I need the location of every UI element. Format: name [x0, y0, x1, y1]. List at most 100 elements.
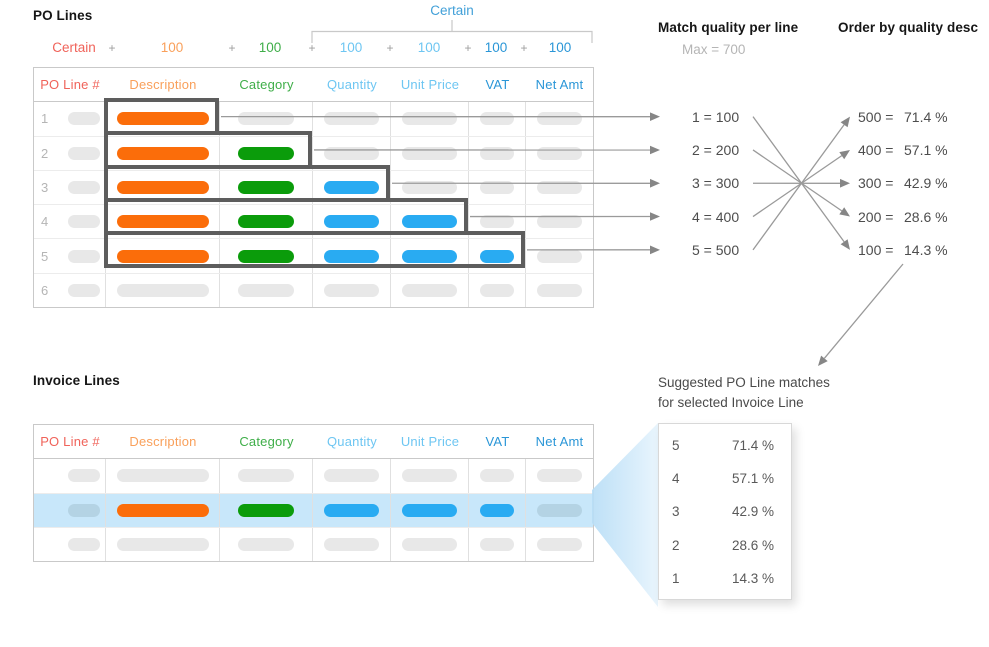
po-row-number: 2: [41, 145, 49, 161]
unit-price-pill-gray: [402, 146, 457, 160]
table-header-row: PO Line # Description Category Quantity Unit…: [34, 68, 593, 103]
table-cell-quantity: [313, 273, 391, 308]
po-row-number: 5: [41, 248, 49, 264]
suggested-match-row: 3 42.9 %: [672, 495, 774, 528]
po-lines-title: PO Lines: [33, 8, 93, 23]
table-cell-po-line-number: 6: [34, 273, 106, 308]
table-cell-quantity: [313, 170, 391, 205]
order-by-quality: 200 =: [858, 208, 894, 225]
suggested-match-percent: 14.3 %: [731, 570, 774, 586]
quantity-pill-blue: [324, 503, 379, 517]
po-line-number-pill-gray: [68, 181, 100, 195]
funnel-shape: [592, 423, 658, 607]
order-by-percent: 71.4 %: [904, 108, 948, 125]
table-cell-vat: [469, 170, 526, 205]
table-cell-po-line-number: 1: [34, 102, 106, 136]
table-cell-category: [220, 493, 313, 527]
table-cell-unit-price: [391, 459, 469, 493]
description-pill-orange: [116, 249, 209, 263]
table-cell-net-amt: [526, 171, 593, 204]
invoice-lines-table: PO Line # Description Category Quantity Unit…: [33, 424, 594, 563]
table-cell-net-amt: [526, 205, 593, 238]
suggested-caption-line-1: Suggested PO Line matches: [658, 375, 830, 390]
order-by-item: 300 = 42.9 %: [858, 174, 948, 192]
column-header-po-line-number: PO Line #: [40, 77, 100, 93]
table-cell-po-line-number: [34, 493, 106, 527]
suggested-matches-panel: 5 71.4 % 4 57.1 % 3 42.9 % 2 28.6 % 1 14.3 %: [658, 423, 792, 600]
unit-price-pill-gray: [402, 283, 457, 297]
match-quality-item: 5 = 500: [692, 241, 740, 258]
column-header-vat: VAT: [485, 434, 510, 450]
match-scope-box-row-3: [104, 164, 390, 202]
net-amt-pill-gray: [537, 181, 582, 195]
suggested-match-percent: 28.6 %: [731, 537, 774, 553]
match-quality-item: 1 = 100: [692, 108, 740, 125]
column-header-category: Category: [239, 77, 294, 93]
table-cell-unit-price: [391, 170, 469, 205]
table-cell-vat: [469, 136, 526, 170]
table-cell-vat: [469, 459, 526, 493]
description-pill-gray: [116, 469, 209, 483]
column-header-description: Description: [129, 434, 197, 450]
invoice-line-row: [34, 527, 593, 562]
vat-pill-gray: [480, 146, 514, 160]
unit-price-pill-blue: [402, 503, 457, 517]
plus-sign: +: [308, 41, 316, 55]
column-header-unit-price: Unit Price: [400, 434, 460, 450]
order-by-percent: 14.3 %: [904, 241, 948, 258]
arrow-head: [650, 178, 660, 188]
unit-price-pill-gray: [402, 112, 457, 126]
match-scope-box-row-5: [104, 231, 525, 269]
table-cell-vat: [469, 102, 526, 136]
match-scope-box-row-2: [104, 131, 312, 169]
net-amt-pill-gray: [537, 469, 582, 483]
po-row-number: 4: [41, 214, 49, 230]
table-cell-category: [220, 102, 313, 136]
order-by-quality: 500 =: [858, 108, 894, 125]
plus-sign: +: [464, 41, 472, 55]
order-by-title: Order by quality desc: [838, 20, 979, 35]
table-cell-vat: [469, 273, 526, 308]
table-cell-category: [220, 459, 313, 493]
quantity-pill-blue: [324, 215, 379, 229]
suggested-match-percent: 71.4 %: [731, 438, 774, 454]
match-quality-max-label: Max = 700: [682, 42, 746, 57]
match-quality-item: 2 = 200: [692, 141, 740, 158]
suggested-match-row: 4 57.1 %: [672, 462, 774, 495]
weight-label: 100: [339, 40, 363, 55]
category-pill-gray: [238, 469, 294, 483]
table-cell-unit-price: [391, 273, 469, 308]
po-line-row: 6: [34, 273, 593, 308]
table-cell-description: [106, 239, 220, 273]
net-amt-pill-grayblue: [537, 503, 582, 517]
table-cell-quantity: [313, 205, 391, 239]
po-line-number-pill-gray: [68, 112, 100, 126]
quantity-pill-blue: [324, 249, 379, 263]
table-cell-description: [106, 273, 220, 308]
table-cell-po-line-number: 2: [34, 136, 106, 170]
quantity-pill-gray: [324, 112, 379, 126]
table-cell-quantity: [313, 102, 391, 136]
column-header-quantity: Quantity: [326, 77, 377, 93]
po-line-row: 1: [34, 102, 593, 137]
arrow-line: [823, 263, 904, 359]
vat-pill-gray: [480, 181, 514, 195]
arrow-head: [818, 355, 828, 366]
description-pill-orange: [116, 112, 209, 126]
vat-pill-gray: [480, 469, 514, 483]
weight-label: Certain: [52, 40, 96, 55]
table-cell-unit-price: [391, 527, 469, 562]
suggested-line-number: 1: [672, 570, 680, 586]
arrow-head: [650, 212, 660, 221]
table-cell-vat: [469, 205, 526, 239]
arrow-line: [752, 149, 843, 212]
table-cell-description: [106, 493, 220, 527]
table-cell-vat: [469, 239, 526, 273]
po-line-number-pill-gray: [68, 469, 100, 483]
unit-price-pill-gray: [402, 469, 457, 483]
table-cell-net-amt: [526, 137, 593, 170]
table-cell-description: [106, 136, 220, 170]
net-amt-pill-gray: [537, 283, 582, 297]
column-header-net-amt: Net Amt: [535, 434, 584, 450]
